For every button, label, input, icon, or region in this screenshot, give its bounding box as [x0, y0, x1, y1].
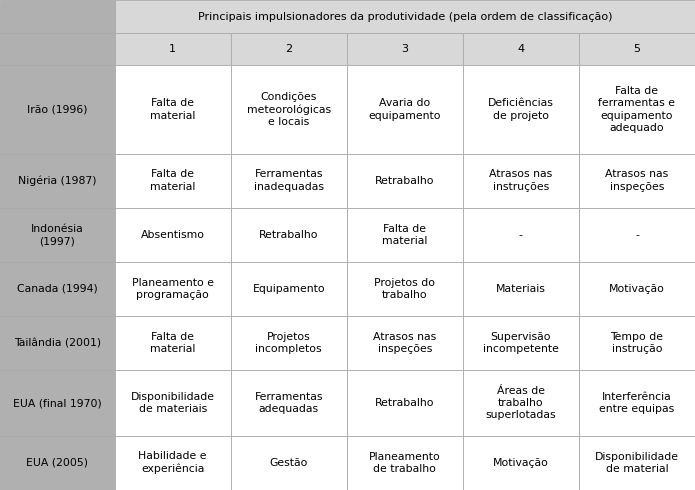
Bar — [579, 208, 695, 262]
Bar — [347, 316, 463, 370]
Bar — [231, 65, 347, 153]
Text: Ferramentas
inadequadas: Ferramentas inadequadas — [254, 170, 324, 192]
Bar — [579, 65, 695, 153]
Bar — [115, 153, 231, 208]
Text: Ferramentas
adequadas: Ferramentas adequadas — [254, 392, 323, 414]
Bar — [463, 370, 579, 436]
Text: Condições
meteorológicas
e locais: Condições meteorológicas e locais — [247, 92, 331, 127]
Text: Avaria do
equipamento: Avaria do equipamento — [368, 98, 441, 121]
Bar — [0, 316, 115, 370]
Bar — [463, 316, 579, 370]
Text: Retrabalho: Retrabalho — [375, 175, 434, 186]
Bar — [115, 65, 231, 153]
Bar — [115, 208, 231, 262]
Bar — [463, 65, 579, 153]
Bar — [579, 153, 695, 208]
Bar — [347, 262, 463, 316]
Bar — [579, 436, 695, 490]
Text: 2: 2 — [285, 44, 293, 54]
Text: Atrasos nas
instruções: Atrasos nas instruções — [489, 170, 553, 192]
Text: Falta de
material: Falta de material — [150, 170, 195, 192]
Text: 3: 3 — [401, 44, 409, 54]
Bar — [0, 436, 115, 490]
Bar — [0, 370, 115, 436]
Text: Deficiências
de projeto: Deficiências de projeto — [488, 98, 554, 121]
Bar — [0, 33, 115, 65]
Bar — [463, 33, 579, 65]
Bar — [231, 370, 347, 436]
Text: Interferência
entre equipas: Interferência entre equipas — [599, 392, 675, 414]
Bar — [463, 153, 579, 208]
Bar — [347, 370, 463, 436]
Text: -: - — [635, 230, 639, 240]
Bar — [231, 316, 347, 370]
Bar — [0, 0, 115, 33]
Text: Projetos do
trabalho: Projetos do trabalho — [375, 278, 435, 300]
Text: -: - — [519, 230, 523, 240]
Bar — [115, 33, 231, 65]
Bar — [347, 153, 463, 208]
Bar — [463, 262, 579, 316]
Text: 4: 4 — [517, 44, 525, 54]
Bar — [115, 370, 231, 436]
Text: Nigéria (1987): Nigéria (1987) — [18, 175, 97, 186]
Bar — [0, 208, 115, 262]
Text: Falta de
material: Falta de material — [382, 223, 427, 246]
Text: Áreas de
trabalho
superlotadas: Áreas de trabalho superlotadas — [486, 386, 556, 420]
Bar — [347, 33, 463, 65]
Bar — [231, 33, 347, 65]
Bar — [231, 208, 347, 262]
Bar — [579, 370, 695, 436]
Bar — [347, 436, 463, 490]
Bar — [231, 262, 347, 316]
Text: EUA (final 1970): EUA (final 1970) — [13, 398, 101, 408]
Text: Disponibilidade
de material: Disponibilidade de material — [595, 452, 679, 474]
Text: EUA (2005): EUA (2005) — [26, 458, 88, 468]
Text: Planeamento e
programação: Planeamento e programação — [132, 278, 213, 300]
Text: Planeamento
de trabalho: Planeamento de trabalho — [369, 452, 441, 474]
Bar — [115, 0, 695, 33]
Bar — [231, 153, 347, 208]
Text: Disponibilidade
de materiais: Disponibilidade de materiais — [131, 392, 215, 414]
Text: Indonésia
(1997): Indonésia (1997) — [31, 223, 83, 246]
Bar — [0, 65, 115, 153]
Text: Motivação: Motivação — [609, 284, 665, 294]
Text: Projetos
incompletos: Projetos incompletos — [256, 332, 322, 354]
Text: Tailândia (2001): Tailândia (2001) — [14, 338, 101, 348]
Text: Tempo de
instrução: Tempo de instrução — [610, 332, 664, 354]
Text: Habilidade e
experiência: Habilidade e experiência — [138, 451, 207, 474]
Bar — [463, 208, 579, 262]
Bar — [463, 436, 579, 490]
Bar — [579, 262, 695, 316]
Text: Falta de
material: Falta de material — [150, 98, 195, 121]
Text: Equipamento: Equipamento — [252, 284, 325, 294]
Bar — [347, 65, 463, 153]
Text: Retrabalho: Retrabalho — [259, 230, 318, 240]
Bar — [231, 436, 347, 490]
Text: Irão (1996): Irão (1996) — [27, 104, 88, 114]
Text: 1: 1 — [169, 44, 177, 54]
Bar — [115, 436, 231, 490]
Text: Absentismo: Absentismo — [140, 230, 205, 240]
Bar — [0, 153, 115, 208]
Text: Retrabalho: Retrabalho — [375, 398, 434, 408]
Text: Supervisão
incompetente: Supervisão incompetente — [483, 332, 559, 354]
Bar — [347, 208, 463, 262]
Text: Materiais: Materiais — [496, 284, 546, 294]
Text: Atrasos nas
inspeções: Atrasos nas inspeções — [605, 170, 669, 192]
Bar — [579, 316, 695, 370]
Text: Falta de
ferramentas e
equipamento
adequado: Falta de ferramentas e equipamento adequ… — [598, 86, 676, 133]
Bar — [115, 262, 231, 316]
Text: Principais impulsionadores da produtividade (pela ordem de classificação): Principais impulsionadores da produtivid… — [197, 12, 612, 22]
Text: Atrasos nas
inspeções: Atrasos nas inspeções — [373, 332, 436, 354]
Text: Gestão: Gestão — [270, 458, 308, 468]
Text: 5: 5 — [633, 44, 641, 54]
Bar — [579, 33, 695, 65]
Text: Falta de
material: Falta de material — [150, 332, 195, 354]
Text: Motivação: Motivação — [493, 458, 549, 468]
Text: Canada (1994): Canada (1994) — [17, 284, 98, 294]
Bar — [115, 316, 231, 370]
Bar — [0, 262, 115, 316]
